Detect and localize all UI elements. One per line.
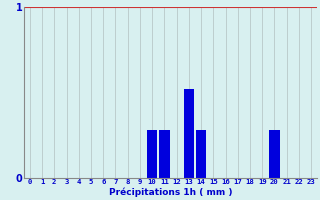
X-axis label: Précipitations 1h ( mm ): Précipitations 1h ( mm ) (109, 188, 232, 197)
Bar (184, 89, 194, 178)
Bar (159, 130, 170, 178)
Bar (269, 130, 280, 178)
Bar (196, 130, 206, 178)
Bar (147, 130, 157, 178)
